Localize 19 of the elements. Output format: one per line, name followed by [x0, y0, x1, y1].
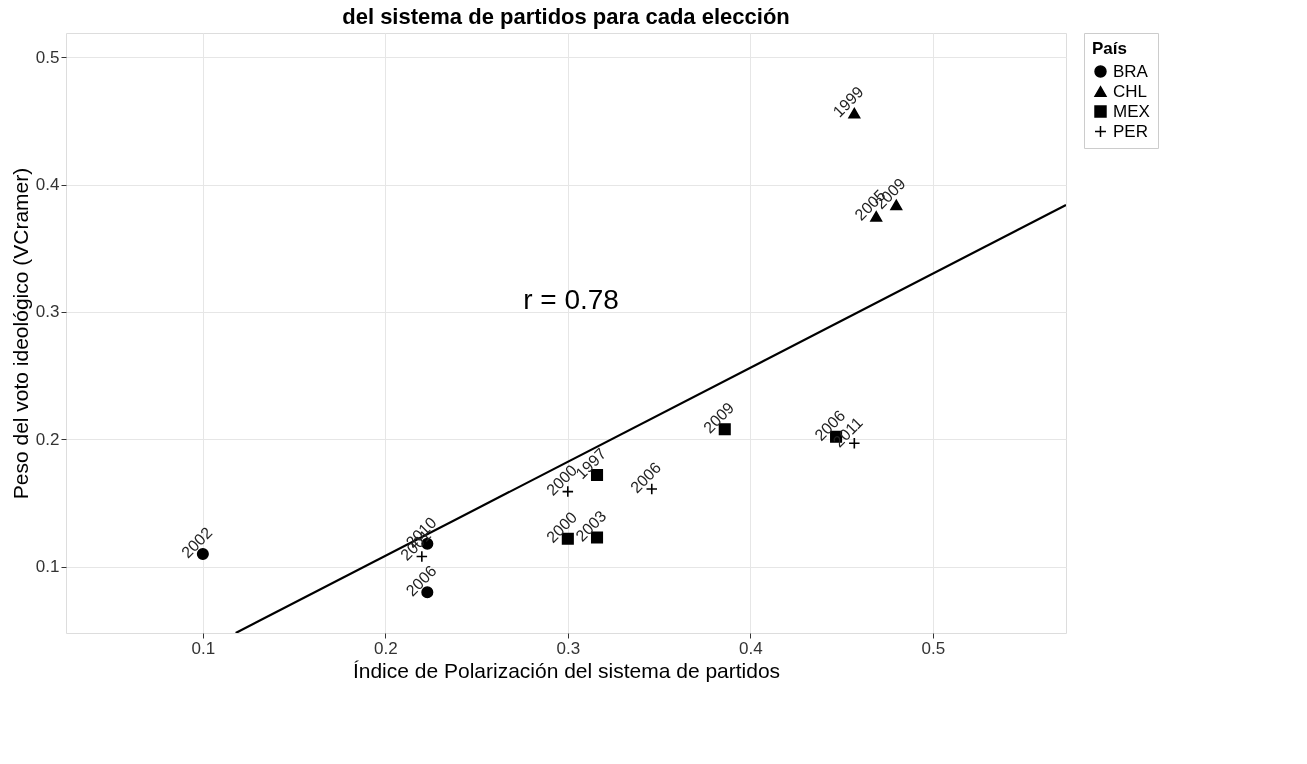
- legend-title: País: [1092, 39, 1127, 58]
- x-tick-label: 0.1: [191, 638, 216, 658]
- x-axis-title: Índice de Polarización del sistema de partidos: [352, 658, 781, 682]
- y-axis-title: Peso del voto ideológico (VCramer): [8, 167, 32, 500]
- x-tick-label: 0.2: [374, 638, 398, 658]
- chart-title: del sistema de partidos para cada elección: [342, 3, 790, 29]
- legend-label: BRA: [1113, 61, 1149, 81]
- y-tick-label: 0.4: [35, 175, 60, 195]
- y-tick-label: 0.5: [35, 47, 60, 67]
- x-tick-label: 0.3: [556, 638, 581, 658]
- x-tick-label: 0.4: [738, 638, 763, 658]
- annotation: r = 0.78: [523, 284, 619, 315]
- x-tick-label: 0.5: [921, 638, 946, 658]
- legend-label: CHL: [1113, 81, 1148, 101]
- legend-label: MEX: [1113, 101, 1150, 121]
- y-tick-label: 0.2: [35, 429, 60, 449]
- legend-label: PER: [1113, 121, 1148, 141]
- y-tick-label: 0.3: [35, 302, 60, 322]
- y-tick-label: 0.1: [35, 557, 60, 577]
